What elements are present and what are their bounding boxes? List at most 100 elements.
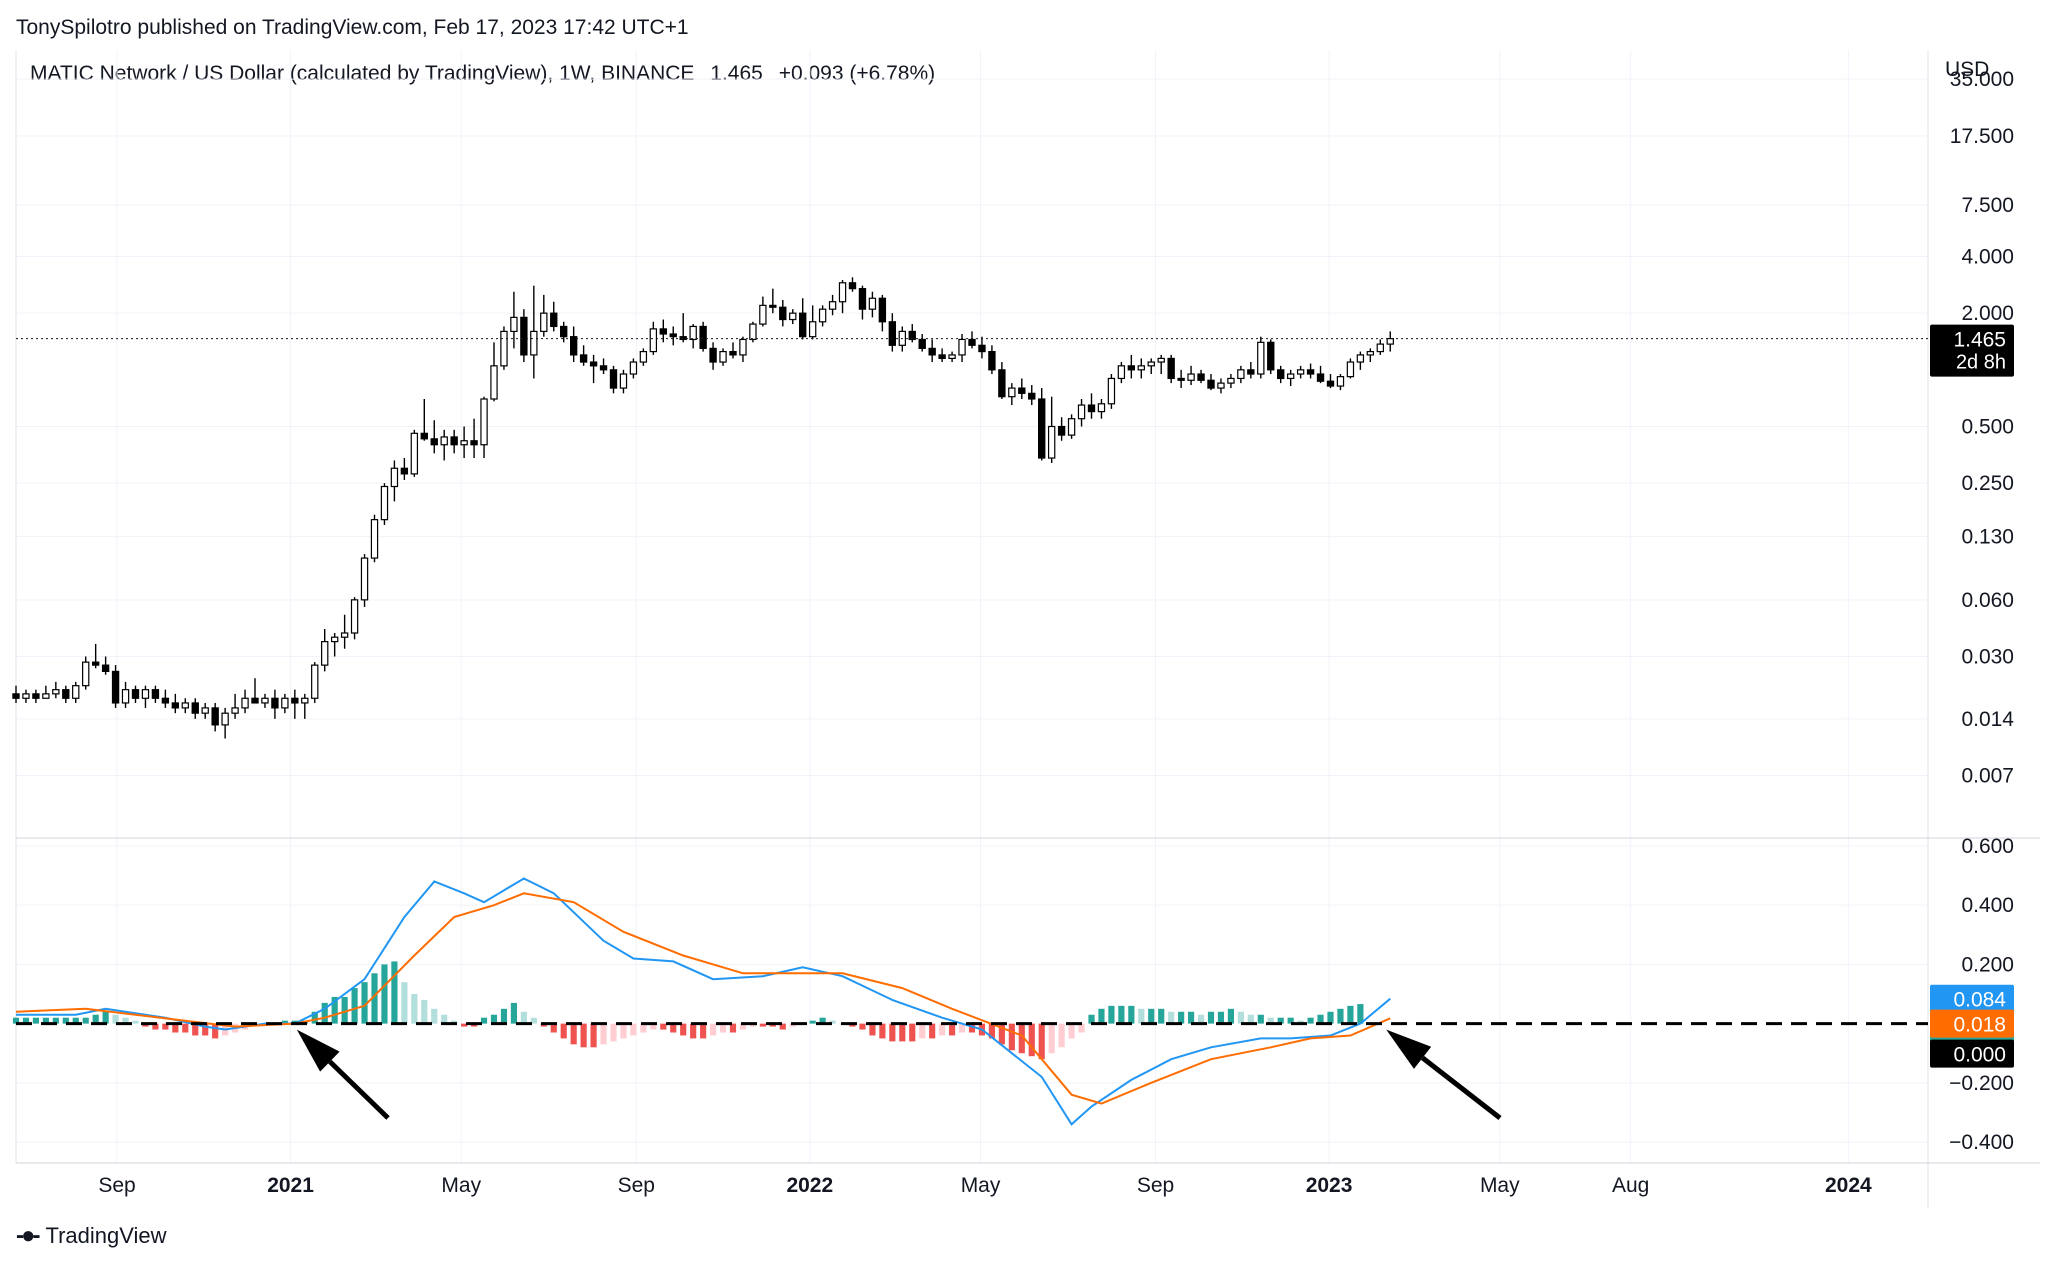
histogram-bar — [1098, 1008, 1105, 1024]
candle — [91, 643, 100, 669]
scale-label-text: 1.465 — [1953, 329, 2006, 352]
candle-body-up — [1077, 404, 1086, 420]
candle-body-up — [350, 599, 359, 634]
publish-attribution: TonySpilotro published on TradingView.co… — [16, 16, 689, 39]
candle — [301, 693, 309, 719]
histogram-bar — [172, 1023, 179, 1033]
candle — [1247, 362, 1255, 379]
candle — [1376, 339, 1384, 355]
candle-body-up — [231, 707, 239, 714]
candle-body-down — [1177, 377, 1185, 381]
candle-body-down — [91, 661, 100, 666]
candle — [689, 324, 697, 349]
histogram-bar — [461, 1023, 468, 1027]
candle — [659, 319, 667, 343]
histogram-bar — [1317, 1014, 1324, 1024]
arrow-shaft — [1421, 1055, 1502, 1120]
candle — [330, 632, 339, 657]
candle-body-up — [480, 398, 488, 446]
histogram-bar — [500, 1008, 508, 1024]
candle — [171, 693, 180, 714]
histogram-bar — [958, 1023, 966, 1033]
histogram-bar — [1068, 1023, 1075, 1039]
candle — [1237, 365, 1245, 384]
candle-body-up — [1237, 369, 1245, 380]
candle-body-up — [141, 689, 150, 699]
pane-borders — [15, 50, 2040, 1208]
candle — [1227, 374, 1235, 389]
histogram-bar — [670, 1023, 677, 1033]
histogram-bar — [680, 1023, 687, 1036]
histogram-bar — [709, 1023, 717, 1036]
price-axis-unit: USD — [1945, 58, 1989, 81]
histogram-bar — [490, 1014, 498, 1024]
candle-body-up — [390, 467, 399, 488]
histogram-bar — [152, 1023, 159, 1030]
candle — [619, 369, 628, 394]
candle — [789, 309, 797, 325]
candle — [470, 418, 478, 459]
histogram-bar — [1187, 1011, 1195, 1024]
histogram-bar — [1217, 1011, 1225, 1024]
candle — [390, 460, 399, 502]
candle-body-down — [1038, 398, 1046, 459]
candle — [241, 689, 249, 714]
candle-body-down — [470, 440, 478, 446]
candle-body-up — [1296, 369, 1305, 375]
candle — [1326, 374, 1335, 389]
candle — [1277, 365, 1285, 384]
histogram-bar — [1227, 1008, 1235, 1024]
candle-body-down — [848, 282, 857, 290]
candle — [191, 698, 199, 719]
tradingview-logo-icon: ‑●‑ — [16, 1222, 41, 1249]
histogram-bar — [620, 1023, 627, 1039]
candle — [1137, 358, 1145, 379]
candle — [380, 483, 389, 525]
candle — [799, 298, 807, 340]
time-tick-label: May — [961, 1174, 1001, 1197]
histogram-bar — [331, 996, 338, 1024]
candle — [62, 685, 70, 703]
histogram-bar — [202, 1023, 209, 1036]
candle-body-up — [629, 361, 638, 375]
time-tick-label: May — [441, 1174, 481, 1197]
candle-body-up — [380, 485, 389, 521]
price-tick-label: 4.000 — [1961, 245, 2014, 268]
candle-body-down — [569, 336, 578, 356]
candle — [1197, 369, 1205, 384]
histogram-bar — [998, 1023, 1005, 1045]
histogram-bar — [421, 999, 428, 1024]
candle — [639, 348, 648, 366]
candle-body-down — [450, 436, 458, 446]
tradingview-footer[interactable]: ‑●‑ TradingView — [16, 1222, 167, 1250]
candle-body-up — [1137, 365, 1145, 371]
candle — [848, 277, 857, 292]
arrow-shaft — [328, 1059, 390, 1120]
candle-body-down — [799, 312, 807, 338]
price-tick-label: 0.250 — [1961, 472, 2014, 495]
histogram-bar — [32, 1017, 40, 1024]
histogram-bar — [391, 961, 398, 1024]
candle-body-up — [828, 301, 837, 310]
candle — [908, 324, 916, 343]
candle — [540, 294, 548, 337]
time-tick-label: 2023 — [1306, 1174, 1353, 1197]
candle-body-up — [311, 664, 319, 699]
candle — [42, 685, 50, 699]
price-tick-label: 0.030 — [1961, 646, 2014, 669]
candle-body-down — [699, 325, 707, 349]
candle — [410, 429, 419, 477]
candle — [699, 321, 707, 352]
candle — [1296, 365, 1305, 379]
candle — [400, 458, 409, 480]
candle-body-up — [838, 282, 847, 303]
candle-body-up — [1097, 403, 1106, 413]
candle — [22, 689, 30, 703]
histogram-bar — [112, 1014, 119, 1024]
candle — [291, 689, 299, 719]
candle — [271, 689, 279, 719]
candle-body-down — [988, 350, 996, 371]
candle-body-up — [1227, 377, 1235, 384]
